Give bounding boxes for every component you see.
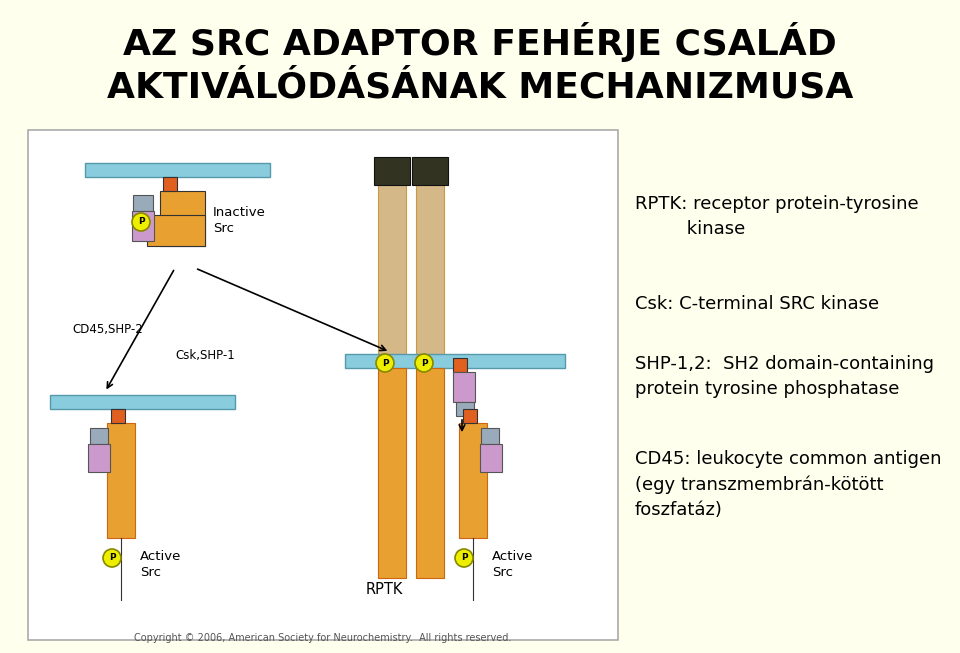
Bar — [160, 191, 205, 246]
Text: P: P — [108, 554, 115, 562]
Bar — [412, 157, 448, 185]
Bar — [416, 163, 444, 358]
Bar — [90, 428, 108, 444]
Text: P: P — [420, 358, 427, 368]
Circle shape — [455, 549, 473, 567]
Bar — [453, 358, 467, 372]
Bar — [50, 395, 235, 409]
Bar — [88, 444, 110, 472]
Circle shape — [415, 354, 433, 372]
Circle shape — [376, 354, 394, 372]
Text: Active
Src: Active Src — [140, 550, 181, 579]
Bar — [345, 354, 565, 368]
Text: AKTIVÁLÓDÁSÁNAK MECHANIZMUSA: AKTIVÁLÓDÁSÁNAK MECHANIZMUSA — [107, 71, 853, 105]
Bar — [463, 409, 477, 423]
Text: Copyright © 2006, American Society for Neurochemistry.  All rights reserved.: Copyright © 2006, American Society for N… — [134, 633, 512, 643]
Bar — [147, 215, 205, 246]
Text: CD45,SHP-2: CD45,SHP-2 — [72, 323, 143, 336]
Bar — [28, 130, 618, 640]
Bar — [132, 211, 154, 241]
Bar — [378, 368, 406, 578]
Text: Csk,SHP-1: Csk,SHP-1 — [175, 349, 235, 362]
Bar — [459, 423, 487, 538]
Bar — [85, 163, 270, 177]
Bar — [416, 368, 444, 578]
Circle shape — [103, 549, 121, 567]
Bar — [163, 177, 177, 191]
Text: AZ SRC ADAPTOR FEHÉRJE CSALÁD: AZ SRC ADAPTOR FEHÉRJE CSALÁD — [123, 22, 837, 62]
Text: Inactive
Src: Inactive Src — [213, 206, 266, 234]
Bar — [480, 444, 502, 472]
Text: Active
Src: Active Src — [492, 550, 534, 579]
Bar — [374, 157, 410, 185]
Bar — [378, 163, 406, 358]
Bar — [107, 423, 135, 538]
Bar — [453, 372, 475, 402]
Bar — [111, 409, 125, 423]
Circle shape — [132, 213, 150, 231]
Text: SHP-1,2:  SH2 domain-containing
protein tyrosine phosphatase: SHP-1,2: SH2 domain-containing protein t… — [635, 355, 934, 398]
Text: CD45: leukocyte common antigen
(egy transzmembrán-kötött
foszfatáz): CD45: leukocyte common antigen (egy tran… — [635, 450, 942, 518]
Bar — [456, 402, 474, 416]
Text: RPTK: receptor protein-tyrosine
         kinase: RPTK: receptor protein-tyrosine kinase — [635, 195, 919, 238]
Bar — [133, 195, 153, 211]
Text: RPTK: RPTK — [366, 582, 402, 597]
Bar — [481, 428, 499, 444]
Text: P: P — [137, 217, 144, 227]
Text: Csk: C-terminal SRC kinase: Csk: C-terminal SRC kinase — [635, 295, 879, 313]
Text: P: P — [461, 554, 468, 562]
Text: P: P — [382, 358, 388, 368]
